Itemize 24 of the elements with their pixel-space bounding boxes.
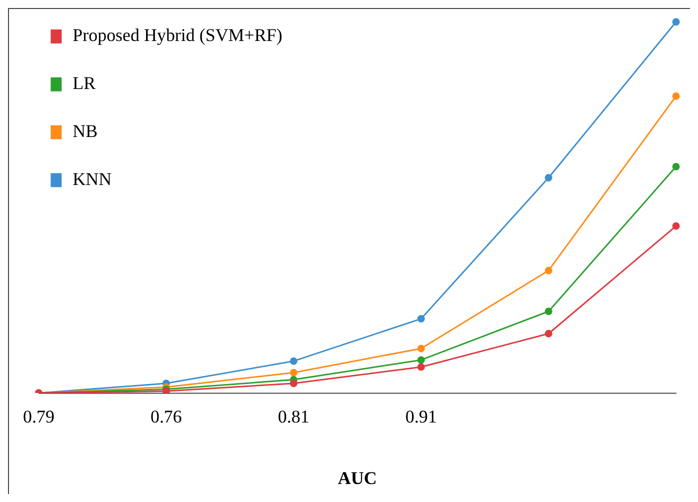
legend-label: Proposed Hybrid (SVM+RF) <box>72 25 282 46</box>
point <box>544 308 552 316</box>
point <box>417 363 425 371</box>
point <box>672 162 680 170</box>
x-tick-label: 0.79 <box>22 406 54 426</box>
point <box>290 368 298 376</box>
point <box>290 380 298 388</box>
legend-label: LR <box>72 73 96 94</box>
point <box>672 222 680 230</box>
point <box>417 315 425 323</box>
point <box>544 174 552 182</box>
legend-label: KNN <box>72 168 112 189</box>
point <box>417 356 425 364</box>
point <box>544 330 552 338</box>
x-tick-label: 0.76 <box>150 406 182 426</box>
point <box>672 92 680 100</box>
point <box>417 344 425 352</box>
point <box>544 266 552 274</box>
point <box>290 357 298 365</box>
point <box>672 18 680 26</box>
x-tick-label: 0.91 <box>405 406 437 426</box>
legend-label: NB <box>72 120 98 141</box>
x-axis-title: AUC <box>338 468 377 488</box>
x-tick-label: 0.81 <box>278 406 310 426</box>
